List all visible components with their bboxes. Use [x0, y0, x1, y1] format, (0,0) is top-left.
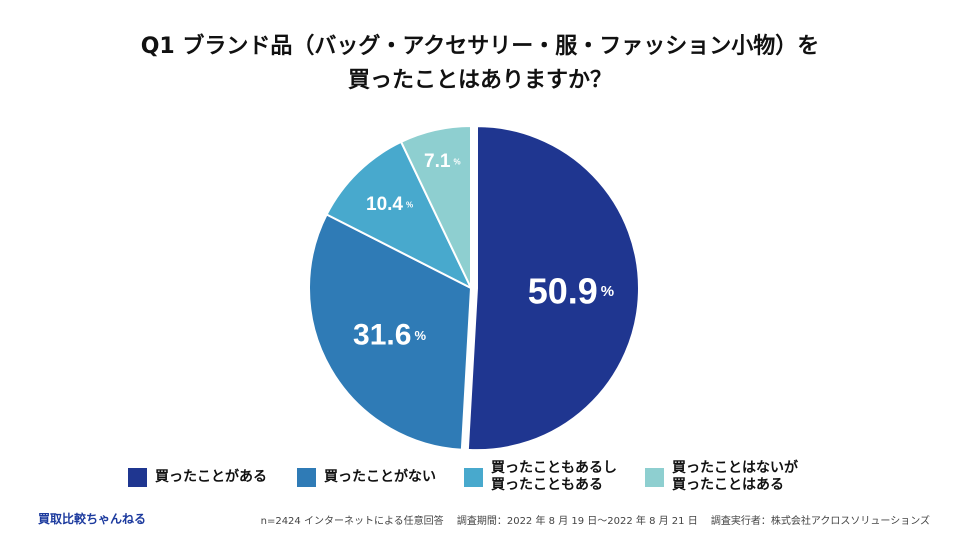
pie-slice-2 — [308, 213, 473, 451]
legend-swatch-4 — [645, 467, 664, 487]
pie-slice-3 — [325, 140, 474, 291]
legend-swatch-1 — [128, 467, 147, 487]
legend-item-2: 買ったことがない — [297, 467, 436, 487]
chart-title-line-2: 買ったことはありますか？ — [347, 68, 612, 93]
legend-item-1: 買ったことがある — [128, 467, 267, 487]
survey-period: 調査期間：2022 年 8 月 19 日〜2022 年 8 月 21 日 — [456, 516, 698, 527]
legend-item-4: 買ったことはないが 買ったことはある — [645, 460, 798, 494]
brand-name: 買取比較ちゃんねる — [38, 512, 147, 526]
survey-surveyor: 調査実行者：株式会社アクロスソリューションズ — [710, 516, 930, 527]
survey-footnote: n=2424 インターネットによる任意回答 調査期間：2022 年 8 月 19… — [251, 512, 930, 527]
legend-swatch-3 — [464, 467, 483, 487]
legend-item-3: 買ったこともあるし 買ったこともある — [464, 460, 617, 494]
pie-slice-4 — [399, 124, 472, 289]
pie-slice-1 — [466, 125, 640, 452]
legend-label-4: 買ったことはないが 買ったことはある — [672, 460, 798, 493]
chart-title: Q1 ブランド品（バッグ・アクセサリー・服・ファッション小物）を 買ったことはあ… — [0, 30, 960, 98]
legend-label-3: 買ったこともあるし 買ったこともある — [491, 460, 617, 493]
chart-title-line-1: Q1 ブランド品（バッグ・アクセサリー・服・ファッション小物）を — [140, 34, 820, 59]
legend-label-1: 買ったことがある — [155, 468, 267, 485]
survey-sample: n=2424 インターネットによる任意回答 — [260, 516, 444, 527]
legend-swatch-2 — [297, 467, 316, 487]
pie-label-3: 10.4% — [366, 194, 413, 215]
legend: 買ったことがある 買ったことがない 買ったこともあるし 買ったこともある 買った… — [128, 460, 798, 494]
legend-label-2: 買ったことがない — [324, 468, 436, 485]
